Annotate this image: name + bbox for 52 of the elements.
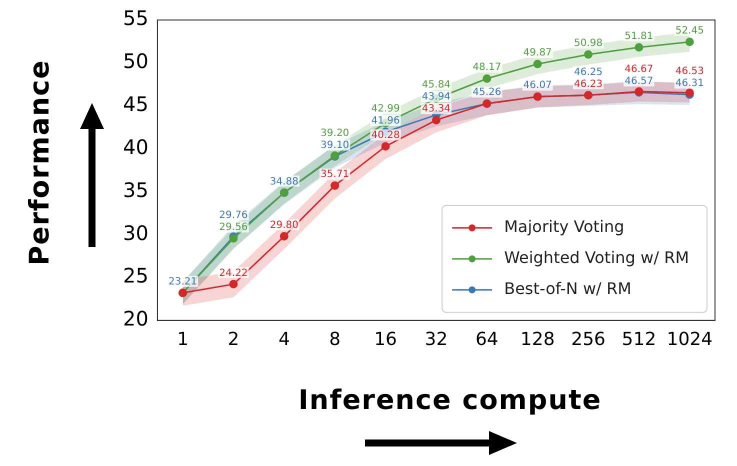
data-label: 46.31 [675, 78, 704, 90]
x-tick-label: 8 [329, 328, 341, 350]
data-label: 39.10 [320, 140, 350, 152]
data-label: 43.34 [422, 104, 451, 115]
legend-label: Weighted Voting w/ RM [504, 248, 689, 268]
data-label: 52.45 [675, 25, 704, 36]
data-label: 45.26 [472, 87, 502, 98]
y-tick-label: 25 [122, 264, 148, 288]
data-label: 49.87 [523, 48, 552, 59]
data-label: 35.71 [320, 169, 350, 180]
legend-label: Best-of-N w/ RM [504, 279, 632, 298]
data-label: 46.25 [574, 66, 603, 78]
data-label: 50.98 [574, 38, 603, 50]
data-label: 39.20 [320, 128, 350, 140]
data-label: 46.67 [624, 64, 654, 75]
data-label: 46.53 [675, 66, 704, 78]
y-tick-label: 35 [122, 178, 148, 202]
data-label: 41.96 [371, 116, 400, 127]
data-label: 46.23 [574, 78, 603, 90]
x-tick-label: 1 [177, 328, 189, 350]
x-tick-label: 32 [424, 328, 448, 350]
x-axis-title: Inference compute [297, 385, 603, 416]
x-tick-label: 4 [278, 328, 290, 350]
data-label: 40.28 [371, 130, 400, 141]
x-tick-label: 256 [571, 328, 606, 350]
data-label: 43.94 [422, 92, 451, 103]
data-label: 29.80 [270, 220, 298, 231]
y-tick-label: 55 [122, 6, 148, 30]
data-label: 51.81 [624, 30, 654, 42]
data-label: 24.22 [219, 268, 248, 279]
y-axis-title: Performance [24, 60, 56, 266]
x-tick-label: 1024 [666, 328, 713, 350]
data-label: 29.76 [219, 210, 248, 221]
x-tick-label: 512 [622, 328, 656, 350]
legend-label: Majority Voting [504, 217, 624, 236]
data-label: 46.07 [523, 80, 552, 92]
y-tick-label: 50 [122, 49, 148, 74]
y-tick-label: 30 [122, 220, 148, 245]
x-tick-label: 2 [228, 328, 240, 350]
data-label: 29.56 [219, 222, 248, 233]
data-label: 48.17 [472, 62, 502, 74]
data-label: 45.84 [422, 80, 451, 91]
data-label: 46.57 [624, 76, 654, 87]
data-label: 34.88 [270, 176, 298, 188]
x-tick-label: 16 [374, 328, 397, 350]
y-tick-label: 45 [122, 92, 148, 116]
y-tick-label: 40 [122, 134, 148, 159]
x-tick-label: 64 [475, 328, 498, 350]
data-label: 23.21 [168, 276, 198, 288]
y-tick-label: 20 [122, 306, 148, 331]
data-label: 42.99 [371, 104, 400, 115]
x-tick-label: 128 [520, 328, 555, 350]
